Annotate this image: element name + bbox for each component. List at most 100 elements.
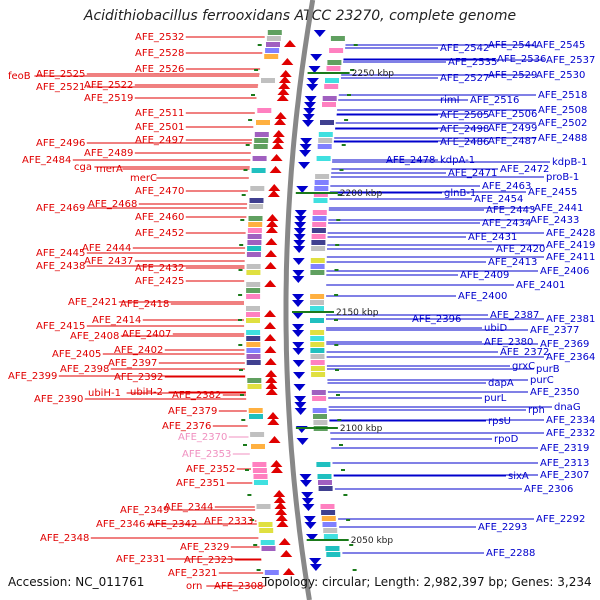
gene-label[interactable]: AFE_2346 [96, 519, 145, 530]
gene-label[interactable]: AFE_2438 [36, 261, 85, 272]
gene-label[interactable]: AFE_2487 [488, 136, 537, 147]
gene-label[interactable]: AFE_2408 [70, 331, 119, 342]
gene-label[interactable]: AFE_2372 [500, 347, 549, 358]
gene-label[interactable]: AFE_2468 [88, 199, 137, 210]
gene-label[interactable]: AFE_2334 [546, 415, 595, 426]
gene-label[interactable]: sixA [508, 471, 529, 482]
gene-label[interactable]: purB [536, 364, 560, 375]
gene-label[interactable]: AFE_2382 [172, 390, 221, 401]
gene-label[interactable]: AFE_2306 [524, 484, 573, 495]
gene-label[interactable]: purC [530, 375, 554, 386]
gene-label[interactable]: AFE_2342 [148, 519, 197, 530]
gene-label[interactable]: AFE_2501 [135, 122, 184, 133]
gene-label[interactable]: rpoD [494, 434, 519, 445]
gene-label[interactable]: AFE_2530 [536, 70, 585, 81]
gene-label[interactable]: AFE_2421 [68, 297, 117, 308]
gene-label[interactable]: AFE_2411 [546, 252, 595, 263]
gene-label[interactable]: AFE_2434 [482, 218, 531, 229]
gene-label[interactable]: AFE_2486 [440, 137, 489, 148]
gene-label[interactable]: AFE_2288 [486, 548, 535, 559]
gene-label[interactable]: AFE_2370 [178, 432, 227, 443]
gene-label[interactable]: AFE_2484 [22, 155, 71, 166]
gene-label[interactable]: AFE_2398 [60, 364, 109, 375]
gene-label[interactable]: AFE_2409 [460, 270, 509, 281]
gene-label[interactable]: AFE_2413 [488, 257, 537, 268]
gene-label[interactable]: AFE_2498 [440, 124, 489, 135]
gene-label[interactable]: AFE_2502 [538, 118, 587, 129]
gene-label[interactable]: ubiD [484, 323, 507, 334]
gene-label[interactable]: AFE_2505 [440, 110, 489, 121]
gene-label[interactable]: AFE_2454 [474, 194, 523, 205]
gene-label[interactable]: dapA [488, 378, 514, 389]
gene-label[interactable]: AFE_2472 [500, 164, 549, 175]
gene-label[interactable]: AFE_2396 [412, 314, 461, 325]
gene-label[interactable]: AFE_2535 [448, 57, 497, 68]
gene-label[interactable]: grxC [512, 361, 535, 372]
gene-label[interactable]: AFE_2455 [528, 187, 577, 198]
gene-label[interactable]: AFE_2377 [530, 325, 579, 336]
gene-label[interactable]: AFE_2387 [490, 310, 539, 321]
gene-label[interactable]: ubiH-2 [130, 387, 163, 398]
gene-label[interactable]: AFE_2452 [135, 228, 184, 239]
gene-label[interactable]: AFE_2331 [116, 554, 165, 565]
gene-label[interactable]: AFE_2478 [386, 155, 435, 166]
gene-label[interactable]: AFE_2407 [122, 329, 171, 340]
gene-label[interactable]: AFE_2308 [214, 581, 263, 592]
gene-label[interactable]: AFE_2344 [164, 502, 213, 513]
gene-label[interactable]: AFE_2350 [530, 387, 579, 398]
gene-label[interactable]: AFE_2511 [135, 108, 184, 119]
gene-label[interactable]: AFE_2443 [486, 205, 535, 216]
gene-label[interactable]: merA [96, 164, 123, 175]
gene-label[interactable]: feoB [8, 71, 31, 82]
gene-label[interactable]: AFE_2333 [204, 516, 253, 527]
gene-label[interactable]: AFE_2332 [546, 428, 595, 439]
gene-label[interactable]: AFE_2406 [540, 266, 589, 277]
gene-label[interactable]: AFE_2348 [40, 533, 89, 544]
gene-label[interactable]: AFE_2425 [135, 276, 184, 287]
gene-label[interactable]: AFE_2349 [120, 505, 169, 516]
gene-label[interactable]: AFE_2544 [488, 40, 537, 51]
gene-label[interactable]: rpsU [488, 416, 511, 427]
gene-label[interactable]: AFE_2399 [8, 371, 57, 382]
gene-label[interactable]: AFE_2428 [546, 228, 595, 239]
gene-label[interactable]: rph [528, 405, 545, 416]
gene-label[interactable]: AFE_2402 [114, 345, 163, 356]
gene-label[interactable]: AFE_2376 [162, 421, 211, 432]
gene-label[interactable]: AFE_2518 [538, 90, 587, 101]
gene-label[interactable]: AFE_2445 [36, 248, 85, 259]
gene-label[interactable]: AFE_2397 [108, 358, 157, 369]
gene-label[interactable]: AFE_2496 [36, 138, 85, 149]
gene-label[interactable]: AFE_2415 [36, 321, 85, 332]
gene-label[interactable]: AFE_2292 [536, 514, 585, 525]
gene-label[interactable]: AFE_2526 [135, 64, 184, 75]
gene-label[interactable]: AFE_2497 [135, 135, 184, 146]
gene-label[interactable]: AFE_2537 [546, 55, 595, 66]
gene-label[interactable]: AFE_2433 [530, 215, 579, 226]
gene-label[interactable]: AFE_2488 [538, 133, 587, 144]
gene-label[interactable]: AFE_2522 [84, 80, 133, 91]
gene-label[interactable]: glnB-1 [444, 188, 476, 199]
gene-label[interactable]: AFE_2329 [180, 542, 229, 553]
gene-label[interactable]: AFE_2508 [538, 105, 587, 116]
gene-label[interactable]: AFE_2379 [168, 406, 217, 417]
gene-label[interactable]: AFE_2381 [546, 314, 595, 325]
gene-label[interactable]: AFE_2536 [497, 54, 546, 65]
gene-label[interactable]: AFE_2506 [488, 109, 537, 120]
gene-label[interactable]: AFE_2390 [34, 394, 83, 405]
gene-label[interactable]: AFE_2420 [496, 244, 545, 255]
gene-label[interactable]: AFE_2369 [540, 339, 589, 350]
gene-label[interactable]: AFE_2352 [186, 464, 235, 475]
gene-label[interactable]: AFE_2307 [540, 470, 589, 481]
gene-label[interactable]: cga [74, 162, 92, 173]
gene-label[interactable]: AFE_2532 [135, 32, 184, 43]
gene-label[interactable]: AFE_2460 [135, 212, 184, 223]
gene-label[interactable]: AFE_2418 [120, 299, 169, 310]
gene-label[interactable]: AFE_2380 [484, 337, 533, 348]
gene-label[interactable]: AFE_2351 [176, 478, 225, 489]
gene-label[interactable]: AFE_2400 [458, 291, 507, 302]
gene-label[interactable]: AFE_2353 [182, 449, 231, 460]
gene-label[interactable]: AFE_2525 [36, 69, 85, 80]
gene-label[interactable]: orn [186, 581, 202, 592]
gene-label[interactable]: AFE_2323 [184, 555, 233, 566]
gene-label[interactable]: AFE_2463 [482, 181, 531, 192]
